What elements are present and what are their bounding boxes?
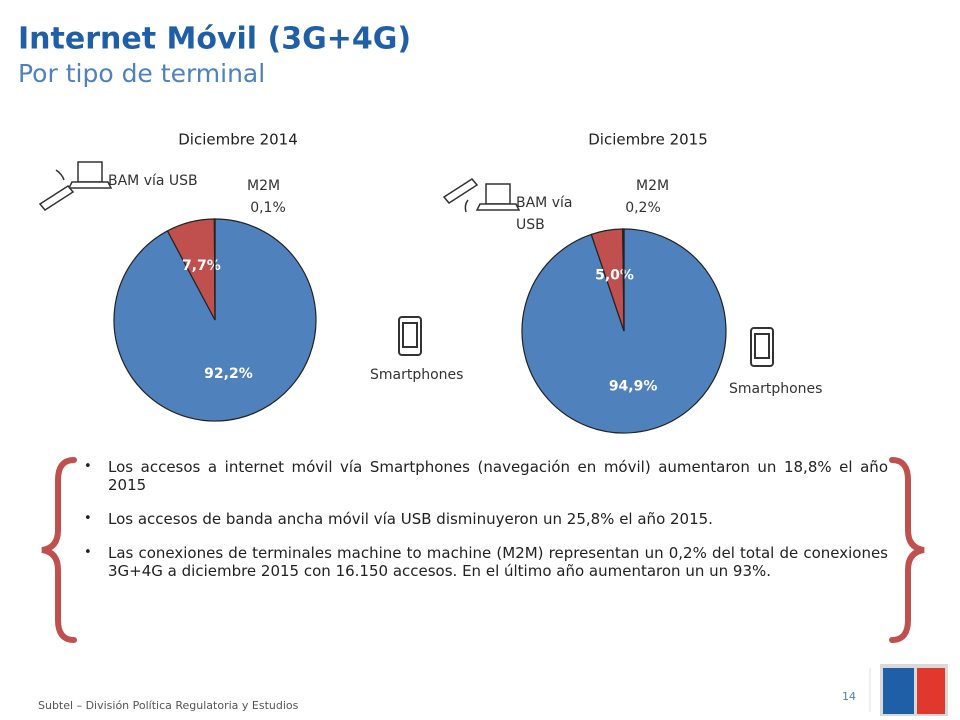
bullet: Los accesos de banda ancha móvil vía USB…: [82, 510, 888, 528]
slide-subtitle: Por tipo de terminal: [18, 59, 265, 88]
value-label: 7,7%: [182, 258, 221, 274]
value-label: 0,2%: [625, 200, 661, 216]
category-label: M2M: [247, 178, 281, 194]
chart-title: Diciembre 2014: [178, 131, 298, 149]
brace: [41, 457, 925, 643]
pie-slice: [622, 228, 625, 332]
pie-slice: [521, 228, 727, 434]
value-label: 5,0%: [595, 268, 634, 284]
category-label: M2M: [636, 178, 670, 194]
category-label: Smartphones: [729, 381, 823, 397]
category-label: Smartphones: [370, 367, 464, 383]
usb-laptop-icon: [38, 161, 521, 213]
chart-title: Diciembre 2015: [588, 131, 708, 149]
page-number: 14: [842, 690, 856, 703]
footer-source: Subtel – División Política Regulatoria y…: [38, 699, 299, 712]
value-label: 92,2%: [204, 366, 253, 382]
bullet: Los accesos a internet móvil vía Smartph…: [82, 458, 888, 494]
slide-title: Internet Móvil (3G+4G): [18, 22, 411, 57]
pie-slice: [213, 218, 216, 321]
bullet-list: Los accesos a internet móvil vía Smartph…: [82, 458, 888, 596]
flag-logo: [880, 664, 948, 716]
phone-icon: [398, 316, 774, 367]
value-label: 94,9%: [609, 378, 658, 394]
value-label: 0,1%: [250, 200, 286, 216]
category-label: BAM vía USB: [108, 173, 198, 189]
bullet: Las conexiones de terminales machine to …: [82, 544, 888, 580]
category-label: BAM vía USB: [516, 195, 573, 233]
